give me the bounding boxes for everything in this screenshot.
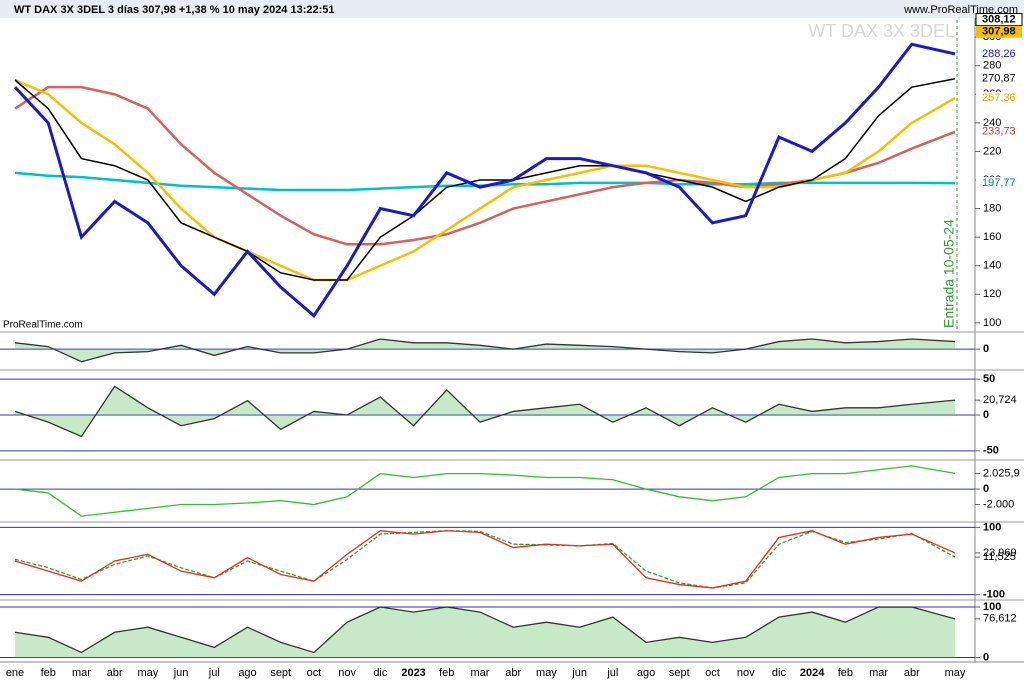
line	[14, 78, 956, 281]
x-tick-label: abr	[107, 667, 123, 679]
price-label: 308,12	[982, 13, 1016, 25]
price-label-box	[976, 177, 1022, 190]
y-tick-label: 0	[983, 483, 989, 495]
x-tick-label: jun	[571, 667, 587, 679]
header-title: WT DAX 3X 3DEL 3 días 307,98 +1,38 % 10 …	[14, 4, 335, 16]
x-tick-label: sept	[669, 667, 690, 679]
price-label: 197,77	[982, 177, 1016, 189]
y-tick-label: 0	[983, 651, 989, 663]
line	[14, 85, 956, 246]
y-tick-label: 23,969	[983, 547, 1017, 559]
line	[14, 530, 956, 589]
y-tick-label: 0	[983, 343, 989, 355]
y-tick-label: 100	[983, 317, 1001, 329]
price-label: 270,87	[982, 73, 1016, 85]
y-tick-label: 240	[983, 117, 1001, 129]
x-tick-label: may	[137, 667, 158, 679]
x-tick-label: 2023	[401, 667, 425, 679]
price-label-box	[976, 125, 1022, 138]
y-tick-label: -50	[983, 445, 999, 457]
x-tick-label: feb	[439, 667, 454, 679]
x-tick-label: jun	[173, 667, 189, 679]
price-label: 288,26	[982, 48, 1016, 60]
x-tick-label: sept	[270, 667, 291, 679]
x-tick-label: oct	[307, 667, 322, 679]
x-tick-label: nov	[737, 667, 755, 679]
x-tick-label: abr	[904, 667, 920, 679]
x-tick-label: mar	[869, 667, 888, 679]
header-site: www.ProRealTime.com	[903, 4, 1018, 16]
price-label-box	[976, 25, 1022, 38]
y-tick-label: 220	[983, 145, 1001, 157]
x-tick-label: ene	[6, 667, 24, 679]
x-tick-label: mar	[471, 667, 490, 679]
line	[13, 42, 956, 318]
price-label-box	[975, 13, 1023, 27]
x-tick-label: feb	[41, 667, 56, 679]
x-tick-label: ago	[637, 667, 655, 679]
y-tick-label: 2.025,9	[983, 467, 1020, 479]
y-tick-label: 76,612	[983, 613, 1017, 625]
price-label-box	[976, 47, 1022, 60]
x-tick-label: may	[945, 667, 966, 679]
price-label-box	[976, 92, 1022, 105]
y-tick-label: 100	[983, 521, 1001, 533]
y-tick-label: 20,724	[983, 394, 1017, 406]
y-tick-label: 0	[983, 409, 989, 421]
x-tick-label: jul	[208, 667, 220, 679]
x-tick-label: ago	[238, 667, 256, 679]
y-tick-label: 140	[983, 260, 1001, 272]
x-tick-label: jul	[606, 667, 618, 679]
x-tick-label: oct	[705, 667, 720, 679]
price-label-box	[976, 72, 1022, 85]
x-tick-label: may	[536, 667, 557, 679]
price-label: 233,73	[982, 126, 1016, 138]
price-label: 307,98	[982, 26, 1016, 38]
y-tick-label: 50	[983, 373, 995, 385]
y-tick-label: 180	[983, 202, 1001, 214]
entry-label: Entrada 10-05-24	[941, 219, 957, 328]
source: ProRealTime.com	[3, 320, 83, 331]
x-tick-label: dic	[373, 667, 388, 679]
y-tick-label: 160	[983, 231, 1001, 243]
y-tick-label: 280	[983, 60, 1001, 72]
price-label: 257,36	[982, 92, 1016, 104]
x-tick-label: 2024	[800, 667, 825, 679]
line	[14, 338, 956, 363]
line	[14, 606, 956, 654]
header-bar	[0, 0, 1024, 18]
x-tick-label: abr	[505, 667, 521, 679]
y-tick-label: 120	[983, 288, 1001, 300]
line	[14, 465, 956, 517]
x-tick-label: dic	[772, 667, 787, 679]
x-tick-label: nov	[338, 667, 356, 679]
y-tick-label: 11,525	[983, 551, 1016, 563]
area	[15, 339, 955, 362]
line	[14, 530, 956, 589]
area	[15, 607, 955, 658]
y-tick-label: -2.000	[983, 498, 1014, 510]
y-tick-label: 100	[983, 601, 1001, 613]
watermark: WT DAX 3X 3DEL	[808, 21, 955, 41]
x-tick-label: feb	[838, 667, 853, 679]
y-tick-label: -100	[983, 589, 1005, 601]
x-tick-label: mar	[72, 667, 91, 679]
line	[14, 385, 956, 438]
